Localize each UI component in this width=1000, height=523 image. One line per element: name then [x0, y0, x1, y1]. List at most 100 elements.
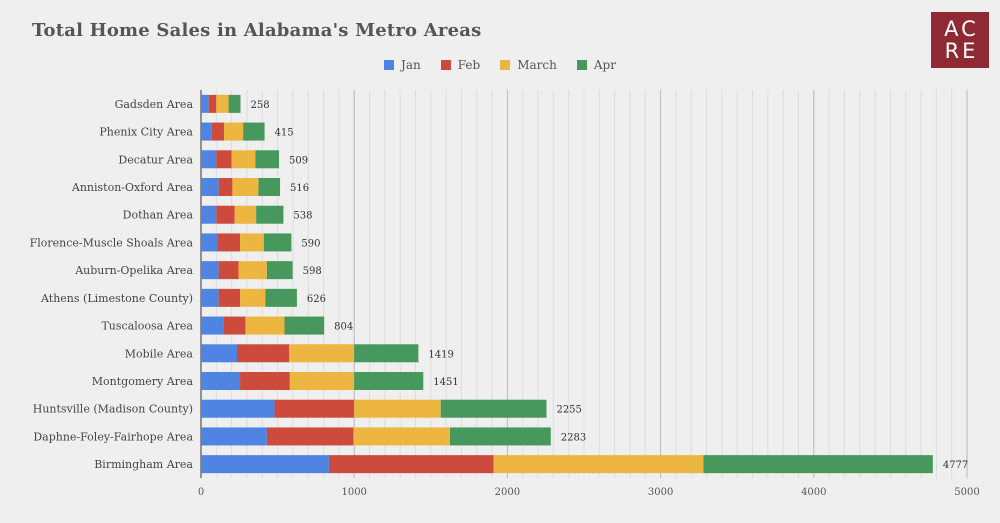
- total-data-label: 590: [301, 238, 320, 249]
- legend-item-jan: Jan: [384, 58, 421, 72]
- total-data-label: 516: [290, 183, 309, 194]
- x-tick-label: 0: [198, 487, 204, 498]
- legend-label-feb: Feb: [457, 58, 481, 72]
- category-label: Dothan Area: [123, 209, 194, 222]
- bar-segment-march: [231, 150, 256, 169]
- bar-segment-march: [289, 344, 355, 363]
- bar-segment-apr: [284, 316, 325, 335]
- bar-segment-apr: [266, 261, 293, 280]
- total-data-label: 509: [289, 155, 308, 166]
- bar-segment-feb: [211, 122, 224, 141]
- bar-segment-jan: [201, 261, 219, 280]
- category-label: Birmingham Area: [94, 458, 193, 471]
- bar-segment-jan: [201, 344, 238, 363]
- bar-segment-feb: [216, 205, 235, 224]
- total-data-label: 4777: [943, 460, 968, 471]
- total-data-label: 538: [293, 211, 312, 222]
- logo-line-2: RE: [944, 39, 979, 63]
- bar-segment-apr: [703, 455, 933, 474]
- bar-segment-apr: [265, 288, 297, 307]
- total-data-label: 1451: [433, 377, 458, 388]
- bar-segment-apr: [440, 399, 547, 418]
- category-label: Auburn-Opelika Area: [74, 264, 193, 277]
- legend-item-apr: Apr: [576, 58, 616, 72]
- bar-segment-apr: [228, 94, 241, 113]
- bar-segment-apr: [258, 178, 281, 196]
- bar-segment-feb: [208, 94, 217, 113]
- bar-segment-jan: [201, 94, 209, 113]
- total-data-label: 804: [334, 322, 353, 333]
- bar-segment-apr: [243, 122, 265, 141]
- bar-segment-march: [289, 372, 355, 390]
- category-label: Decatur Area: [118, 153, 193, 166]
- total-data-label: 626: [307, 294, 326, 305]
- bar-segment-march: [238, 261, 267, 280]
- bar-segment-feb: [237, 344, 290, 363]
- category-label: Athens (Limestone County): [40, 292, 193, 305]
- logo-line-1: AC: [944, 17, 979, 41]
- bar-segment-march: [493, 455, 704, 474]
- bar-segment-jan: [201, 150, 217, 169]
- category-label: Florence-Muscle Shoals Area: [30, 236, 194, 249]
- category-label: Phenix City Area: [99, 126, 193, 139]
- bar-segment-apr: [354, 372, 424, 390]
- bar-segment-apr: [256, 205, 284, 224]
- category-label: Huntsville (Madison County): [33, 403, 193, 416]
- x-tick-label: 2000: [495, 487, 520, 498]
- bar-segment-march: [353, 427, 450, 446]
- bar-segment-march: [354, 399, 441, 418]
- chart-title: Total Home Sales in Alabama's Metro Area…: [32, 20, 482, 41]
- bar-segment-feb: [218, 261, 239, 280]
- bar-segment-apr: [354, 344, 419, 363]
- bar-segment-jan: [201, 372, 241, 390]
- bar-segment-feb: [274, 399, 355, 418]
- bar-segment-march: [232, 178, 259, 196]
- acre-logo: AC RE: [931, 12, 989, 68]
- bar-segment-jan: [201, 205, 217, 224]
- legend-swatch-apr: [576, 60, 587, 70]
- bar-segment-march: [245, 316, 285, 335]
- category-label: Montgomery Area: [92, 375, 194, 388]
- bar-segment-march: [216, 94, 229, 113]
- bar-segment-apr: [449, 427, 551, 446]
- bar-segment-jan: [201, 427, 267, 446]
- total-data-label: 1419: [428, 349, 453, 360]
- bar-segment-feb: [218, 288, 241, 307]
- bar-segment-apr: [263, 233, 292, 252]
- bar-segment-feb: [328, 455, 494, 474]
- total-data-label: 258: [251, 100, 270, 111]
- bar-segment-feb: [240, 372, 290, 390]
- legend-swatch-feb: [440, 60, 451, 70]
- legend-swatch-jan: [384, 60, 395, 70]
- bar-segment-jan: [201, 233, 218, 252]
- legend-label-march: March: [517, 58, 557, 72]
- bar-segment-march: [240, 288, 266, 307]
- total-data-label: 2255: [556, 405, 581, 416]
- legend-swatch-march: [500, 60, 511, 70]
- total-data-label: 598: [303, 266, 322, 277]
- legend-item-feb: Feb: [440, 58, 481, 72]
- bar-segment-feb: [217, 233, 241, 252]
- bar-segment-feb: [218, 178, 233, 196]
- bar-segment-jan: [201, 288, 219, 307]
- legend-item-march: March: [500, 58, 557, 72]
- category-label: Gadsden Area: [115, 98, 194, 111]
- x-tick-label: 3000: [648, 487, 673, 498]
- bar-segment-march: [234, 205, 257, 224]
- bar-segment-feb: [223, 316, 246, 335]
- total-data-label: 415: [275, 128, 294, 139]
- bar-segment-jan: [201, 399, 275, 418]
- chart-legend: Jan Feb March Apr: [0, 58, 1000, 72]
- bar-segment-apr: [255, 150, 279, 169]
- x-tick-label: 1000: [341, 487, 366, 498]
- category-label: Mobile Area: [125, 347, 194, 360]
- legend-label-apr: Apr: [593, 58, 616, 72]
- category-label: Tuscaloosa Area: [101, 320, 193, 333]
- x-tick-label: 4000: [801, 487, 826, 498]
- bar-segment-march: [223, 122, 244, 141]
- category-label: Daphne-Foley-Fairhope Area: [33, 430, 193, 443]
- total-data-label: 2283: [561, 432, 586, 443]
- bar-segment-jan: [201, 455, 329, 474]
- category-label: Anniston-Oxford Area: [71, 181, 194, 194]
